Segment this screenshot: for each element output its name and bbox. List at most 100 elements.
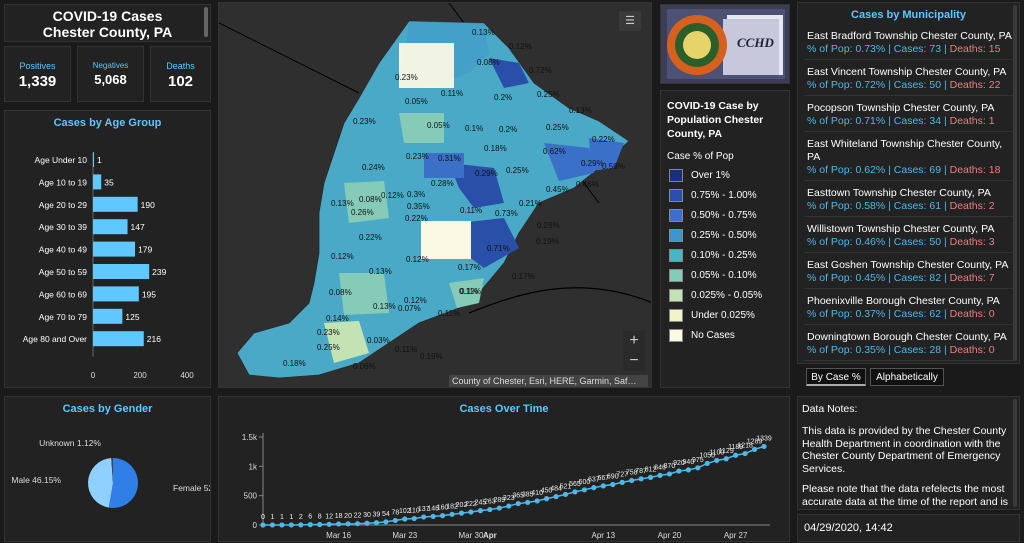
data-label: 2	[299, 514, 303, 521]
pie-label: Female 52.73%	[173, 483, 210, 493]
legend-swatch	[669, 188, 683, 202]
data-label: 365	[512, 493, 524, 500]
data-point	[402, 516, 408, 522]
municipality-item[interactable]: Downingtown Borough Chester County, PA% …	[804, 328, 1015, 361]
data-label: 1218	[737, 443, 753, 450]
data-point	[487, 506, 493, 513]
stat-label: Positives	[19, 61, 56, 71]
county-map[interactable]: 0.13%0.12%0.08%0.72%0.23%0.11% 0.2% 0.25%0…	[219, 3, 652, 388]
list-icon: ☰	[625, 15, 635, 27]
age-bar	[93, 308, 123, 324]
zoom-out-button[interactable]: −	[623, 351, 645, 371]
tab-by-case[interactable]: By Case %	[806, 368, 866, 386]
municipality-name: East Vincent Township Chester County, PA	[807, 66, 1007, 78]
data-point	[411, 515, 417, 522]
scrollbar[interactable]	[1013, 5, 1017, 361]
legend-item: Over 1%	[669, 168, 789, 182]
map-label: 0.23%	[353, 117, 376, 126]
data-point	[440, 513, 446, 519]
map-label: 0.13%	[472, 28, 495, 37]
data-label: 846	[654, 464, 666, 471]
data-point	[647, 474, 654, 480]
legend-item: No Cases	[669, 328, 789, 342]
data-label: 20	[344, 513, 352, 520]
data-label: 1050	[699, 452, 715, 459]
agency-abbrev: CCHD	[737, 35, 774, 50]
municipality-item[interactable]: Willistown Township Chester County, PA% …	[804, 220, 1015, 253]
y-tick-label: 500	[244, 492, 258, 501]
map-label: 0.11%	[395, 345, 417, 354]
data-point	[534, 498, 540, 504]
map-label: 0.73%	[495, 209, 518, 218]
map-attribution: County of Chester, Esri, HERE, Garmin, S…	[449, 375, 648, 387]
data-point	[354, 521, 361, 527]
data-point	[373, 520, 380, 526]
map-label: 0.08%	[359, 195, 382, 204]
datetime-text: 04/29/2020, 14:42	[804, 522, 893, 534]
data-label: 263	[484, 499, 496, 506]
data-label: 637	[588, 477, 600, 484]
map-label: 0.13%	[369, 267, 392, 276]
data-point	[269, 522, 276, 528]
zoom-in-button[interactable]: +	[623, 331, 645, 351]
age-bar	[93, 331, 144, 347]
data-label: 6	[308, 514, 312, 521]
municipality-name: Easttown Township Chester County, PA	[807, 187, 991, 199]
municipality-item[interactable]: Pocopson Township Chester County, PA% of…	[804, 99, 1015, 132]
map-label: 0.25%	[546, 123, 569, 132]
data-point	[543, 496, 550, 502]
stat-negatives: Negatives 5,068	[77, 46, 144, 102]
age-bar	[93, 174, 102, 190]
age-bar	[93, 286, 139, 302]
age-bar	[93, 264, 150, 279]
data-point	[714, 457, 720, 464]
map-panel[interactable]: 0.13% 0.12% 0.08% 0.72% 0.23% 0.11% 0.2% 0.25% 0…	[218, 2, 652, 388]
age-category-label: Age 70 to 79	[39, 312, 87, 322]
map-label: 0.08%	[477, 58, 500, 67]
age-category-label: Age 80 and Over	[23, 334, 87, 344]
legend-swatch	[669, 248, 683, 262]
map-label: 0.28%	[537, 221, 560, 230]
data-point	[751, 446, 758, 452]
map-label: 0.19%	[420, 352, 443, 361]
data-point	[298, 522, 304, 528]
map-label: 0.14%	[326, 314, 349, 323]
map-label: 0.72%	[529, 66, 552, 75]
data-point	[477, 508, 484, 514]
data-point	[336, 521, 342, 527]
map-label: 0.1%	[460, 287, 478, 296]
municipality-name: Willistown Township Chester County, PA	[807, 223, 995, 235]
municipality-item[interactable]: East Bradford Township Chester County, P…	[804, 27, 1015, 60]
municipality-name: Pocopson Township Chester County, PA	[807, 102, 995, 114]
municipality-item[interactable]: East Whiteland Township Chester County, …	[804, 135, 1015, 181]
map-label: 0.2%	[494, 93, 512, 102]
cchd-logo	[667, 9, 785, 79]
legend-label: 0.05% - 0.10%	[691, 269, 757, 281]
data-label: 870	[664, 463, 676, 470]
scrollbar[interactable]	[1013, 399, 1017, 507]
municipality-panel: Cases by Municipality East Bradford Town…	[797, 2, 1020, 364]
municipality-item[interactable]: Phoenixville Borough Chester County, PA%…	[804, 292, 1015, 325]
stat-deaths: Deaths 102	[150, 46, 211, 102]
map-label: 0.13%	[331, 199, 354, 208]
notes-paragraph-2: Please note that the data refelects the …	[802, 483, 1009, 508]
x-tick-label: Mar 23	[392, 531, 417, 540]
municipality-item[interactable]: East Goshen Township Chester County, PA%…	[804, 256, 1015, 289]
data-point	[619, 479, 625, 485]
data-point	[525, 499, 531, 506]
title-line-1: COVID-19 Cases	[52, 8, 163, 24]
municipality-item[interactable]: East Vincent Township Chester County, PA…	[804, 63, 1015, 96]
age-chart-title: Cases by Age Group	[53, 117, 162, 129]
layer-list-button[interactable]: ☰	[619, 11, 641, 31]
tab-alphabetically[interactable]: Alphabetically	[870, 368, 944, 386]
municipality-list[interactable]: East Bradford Township Chester County, P…	[798, 27, 1019, 363]
scrollbar[interactable]	[204, 7, 208, 37]
legend-swatch	[669, 328, 683, 342]
data-label: 690	[607, 474, 619, 481]
map-label: 0.17%	[512, 272, 535, 281]
legend-swatch	[669, 308, 683, 322]
age-x-tick: 400	[180, 371, 194, 380]
age-value-label: 239	[152, 267, 166, 277]
legend-item: 0.25% - 0.50%	[669, 228, 789, 242]
municipality-item[interactable]: Easttown Township Chester County, PA% of…	[804, 184, 1015, 217]
